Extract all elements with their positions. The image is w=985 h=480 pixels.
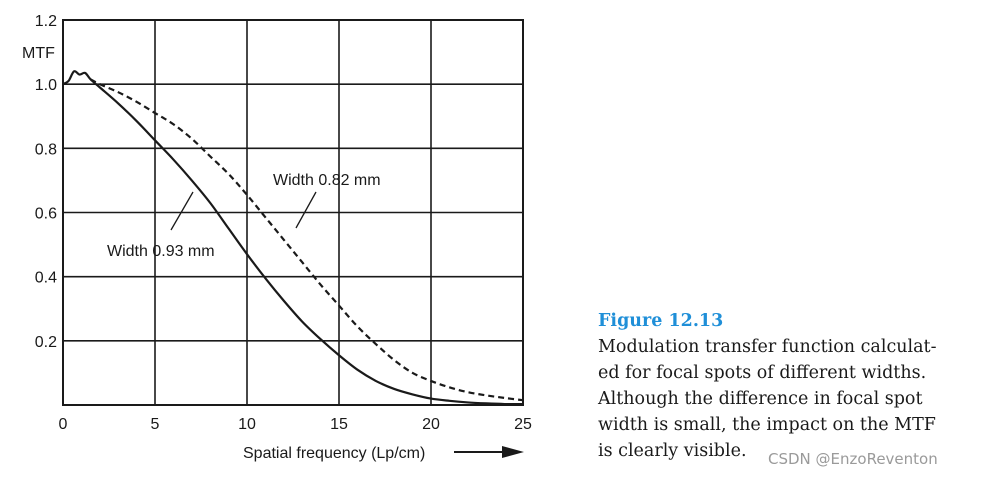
chart-series bbox=[62, 70, 524, 406]
caption-line: Modulation transfer function calculat- bbox=[598, 337, 937, 357]
caption-line: ed for focal spots of different widths. bbox=[598, 363, 927, 383]
plot-frame bbox=[62, 19, 524, 406]
caption-title: Figure 12.13 bbox=[598, 311, 724, 331]
x-tick-label: 5 bbox=[151, 416, 160, 433]
chart-ticks: 0 5 10 15 20 25 0.2 0.4 0.6 0.8 1.0 1.2 bbox=[35, 13, 532, 433]
y-tick-label: 0.2 bbox=[35, 334, 57, 351]
x-tick-label: 0 bbox=[59, 416, 68, 433]
series-line-dashed bbox=[90, 78, 524, 402]
x-tick-label: 10 bbox=[238, 416, 256, 433]
annotation-leader-width-093 bbox=[170, 191, 194, 231]
annotation-width-082: Width 0.82 mm bbox=[273, 172, 381, 229]
x-tick-label: 15 bbox=[330, 416, 348, 433]
annotation-leader-width-082 bbox=[295, 191, 317, 229]
caption-line: is clearly visible. bbox=[598, 441, 747, 461]
caption-line: width is small, the impact on the MTF bbox=[598, 415, 936, 435]
x-tick-label: 25 bbox=[514, 416, 532, 433]
mtf-chart: 0 5 10 15 20 25 0.2 0.4 0.6 0.8 1.0 1.2 MTF Spatial… bbox=[22, 13, 532, 462]
annotation-label-width-093: Width 0.93 mm bbox=[107, 243, 215, 260]
y-axis-label: MTF bbox=[22, 45, 55, 62]
series-line-solid bbox=[62, 70, 524, 406]
y-tick-label: 1.2 bbox=[35, 13, 57, 30]
x-axis-label: Spatial frequency (Lp/cm) bbox=[243, 445, 425, 462]
figure-caption: Figure 12.13 Modulation transfer functio… bbox=[598, 308, 978, 464]
watermark: CSDN @EnzoReventon bbox=[768, 450, 938, 468]
y-tick-label: 0.8 bbox=[35, 141, 57, 158]
caption-line: Although the difference in focal spot bbox=[598, 389, 923, 409]
y-tick-label: 0.4 bbox=[35, 270, 57, 287]
y-tick-label: 0.6 bbox=[35, 206, 57, 223]
x-tick-label: 20 bbox=[422, 416, 440, 433]
annotation-width-093: Width 0.93 mm bbox=[107, 191, 215, 260]
chart-grid bbox=[62, 19, 524, 406]
y-tick-label: 1.0 bbox=[35, 77, 57, 94]
x-axis-arrow bbox=[454, 446, 524, 458]
annotation-label-width-082: Width 0.82 mm bbox=[273, 172, 381, 189]
